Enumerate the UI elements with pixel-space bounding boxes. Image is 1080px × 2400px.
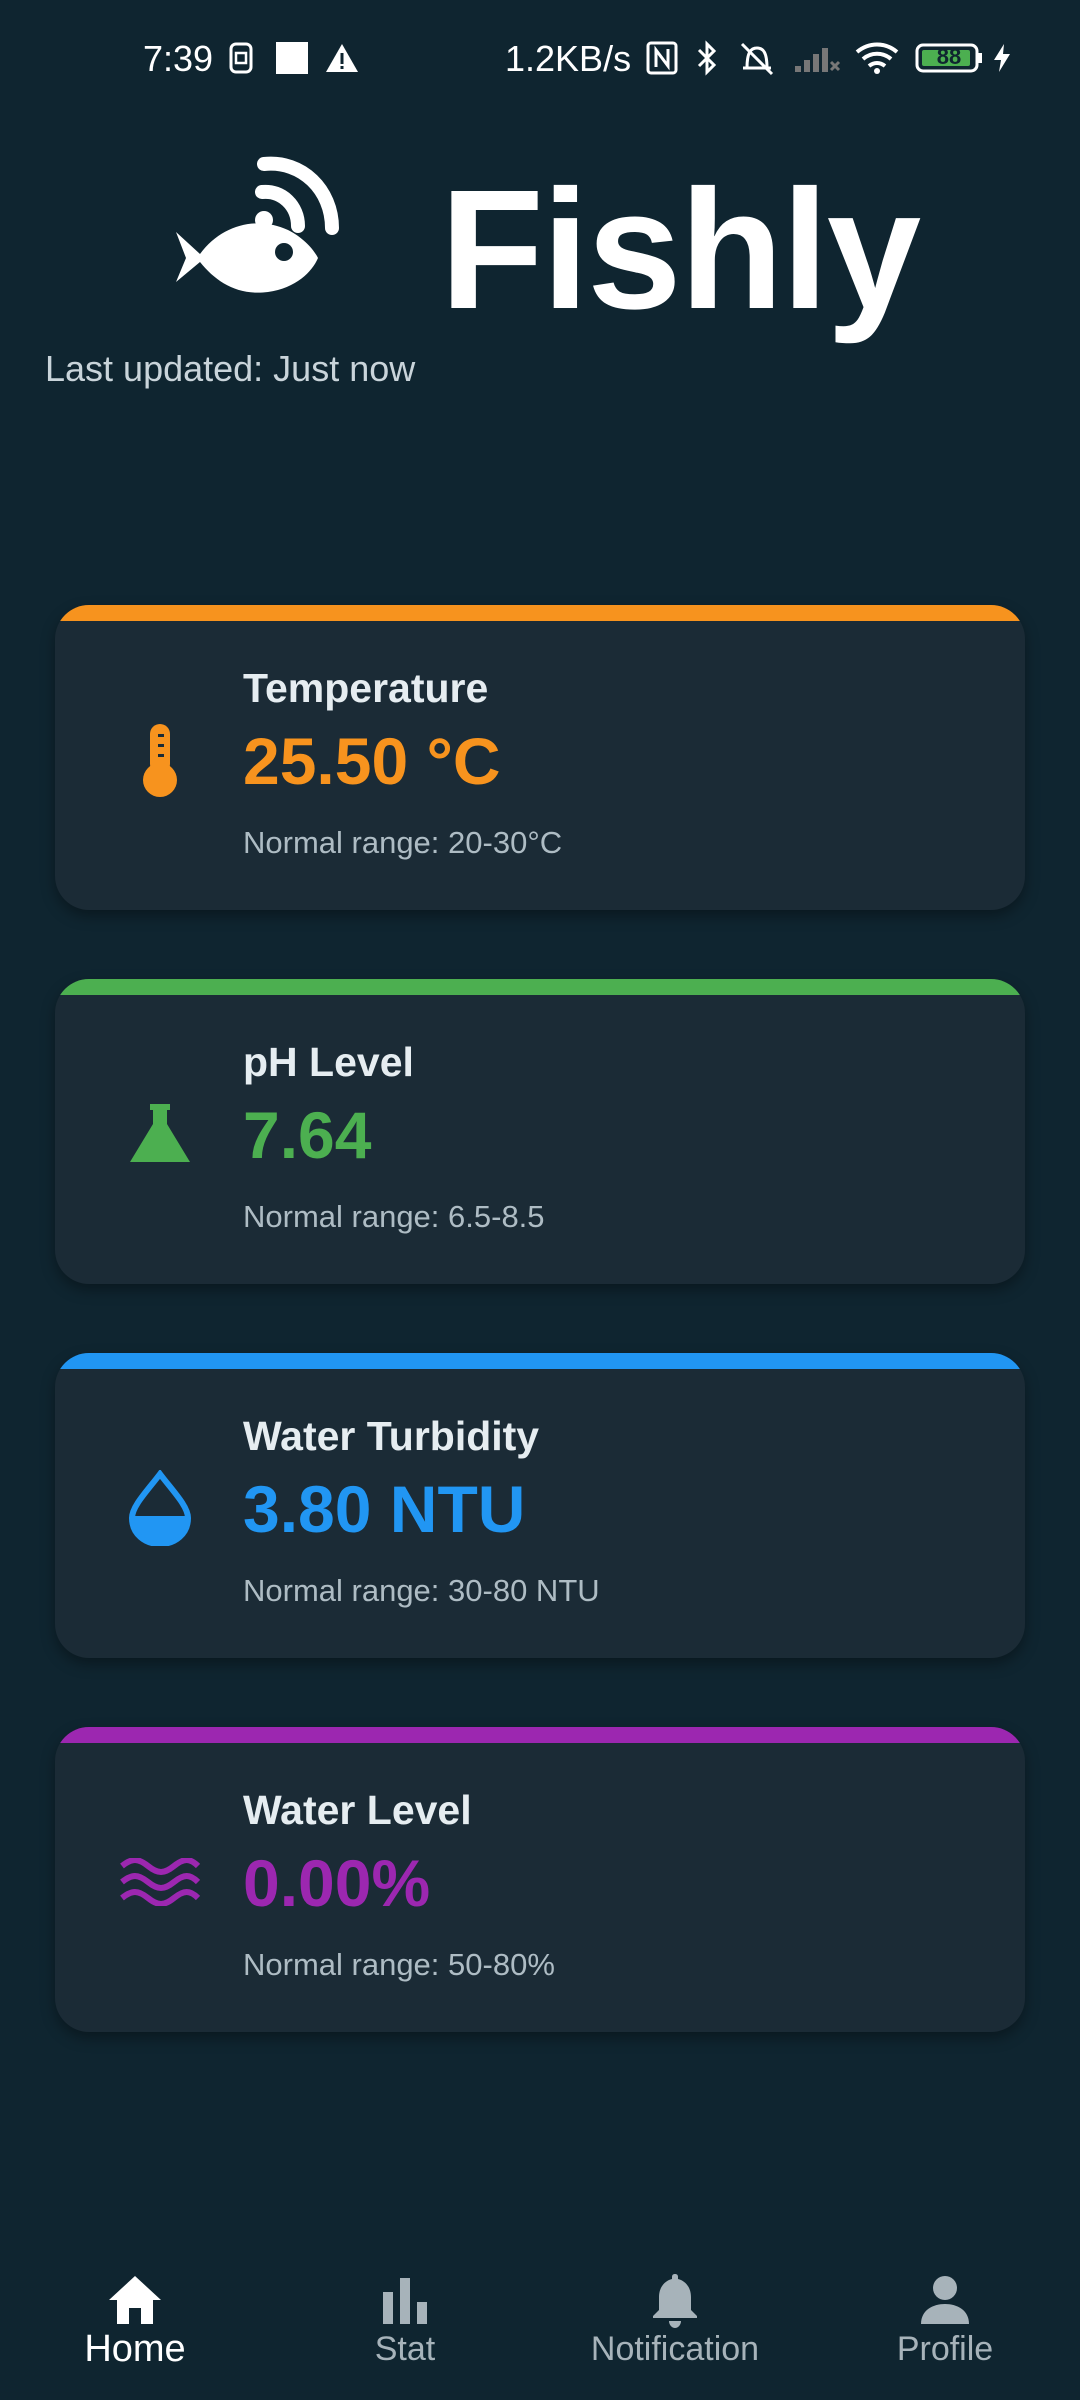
alarm-off-icon bbox=[735, 40, 779, 76]
bluetooth-icon bbox=[692, 40, 722, 76]
water-level-card[interactable]: Water Level 0.00% Normal range: 50-80% bbox=[55, 1727, 1025, 2032]
warning-icon bbox=[322, 40, 362, 76]
card-value: 25.50 °C bbox=[243, 724, 501, 798]
card-accent-bar bbox=[55, 605, 1025, 621]
nav-label: Profile bbox=[896, 2330, 994, 2368]
nav-label: Home bbox=[84, 2328, 186, 2370]
home-icon bbox=[105, 2270, 165, 2330]
sim-icon bbox=[225, 40, 257, 76]
card-range: Normal range: 30-80 NTU bbox=[243, 1573, 600, 1608]
ph-level-card[interactable]: pH Level 7.64 Normal range: 6.5-8.5 bbox=[55, 979, 1025, 1284]
card-range: Normal range: 50-80% bbox=[243, 1947, 555, 1982]
waves-icon bbox=[115, 1837, 205, 1927]
card-range: Normal range: 6.5-8.5 bbox=[243, 1199, 545, 1234]
card-title: Temperature bbox=[243, 665, 489, 711]
last-updated-text: Last updated: Just now bbox=[45, 348, 416, 389]
nav-notification[interactable]: Notification bbox=[540, 2230, 810, 2400]
battery-icon bbox=[915, 40, 985, 76]
fish-wifi-icon bbox=[172, 154, 372, 304]
nfc-icon bbox=[645, 40, 679, 76]
signal-icon bbox=[792, 40, 842, 76]
status-time: 7:39 bbox=[143, 38, 214, 79]
card-title: pH Level bbox=[243, 1039, 414, 1085]
bottom-navigation: Home Stat Notification Profile bbox=[0, 2230, 1080, 2400]
flask-icon bbox=[115, 1089, 205, 1179]
person-icon bbox=[915, 2270, 975, 2330]
card-title: Water Level bbox=[243, 1787, 472, 1833]
nav-label: Notification bbox=[590, 2330, 760, 2368]
bar-chart-icon bbox=[375, 2270, 435, 2330]
nav-profile[interactable]: Profile bbox=[810, 2230, 1080, 2400]
water-drop-icon bbox=[115, 1463, 205, 1553]
water-turbidity-card[interactable]: Water Turbidity 3.80 NTU Normal range: 3… bbox=[55, 1353, 1025, 1658]
card-accent-bar bbox=[55, 1727, 1025, 1743]
card-value: 3.80 NTU bbox=[243, 1472, 526, 1546]
wifi-icon bbox=[852, 40, 902, 76]
card-value: 7.64 bbox=[243, 1098, 372, 1172]
card-title: Water Turbidity bbox=[243, 1413, 540, 1459]
network-speed: 1.2KB/s bbox=[505, 38, 632, 79]
card-accent-bar bbox=[55, 1353, 1025, 1369]
square-icon bbox=[272, 40, 312, 76]
battery-level: 88 bbox=[936, 44, 962, 69]
card-accent-bar bbox=[55, 979, 1025, 995]
bell-icon bbox=[645, 2270, 705, 2330]
charging-icon bbox=[990, 40, 1014, 76]
app-title: Fishly bbox=[440, 155, 921, 345]
nav-label: Stat bbox=[374, 2330, 436, 2368]
nav-home[interactable]: Home bbox=[0, 2230, 270, 2400]
header: Fishly Last updated: Just now bbox=[0, 150, 1080, 410]
card-range: Normal range: 20-30°C bbox=[243, 825, 563, 860]
status-bar: 7:39 1.2KB/s 88 bbox=[0, 0, 1080, 120]
thermometer-icon bbox=[115, 715, 205, 805]
temperature-card[interactable]: Temperature 25.50 °C Normal range: 20-30… bbox=[55, 605, 1025, 910]
nav-stat[interactable]: Stat bbox=[270, 2230, 540, 2400]
card-value: 0.00% bbox=[243, 1846, 431, 1920]
